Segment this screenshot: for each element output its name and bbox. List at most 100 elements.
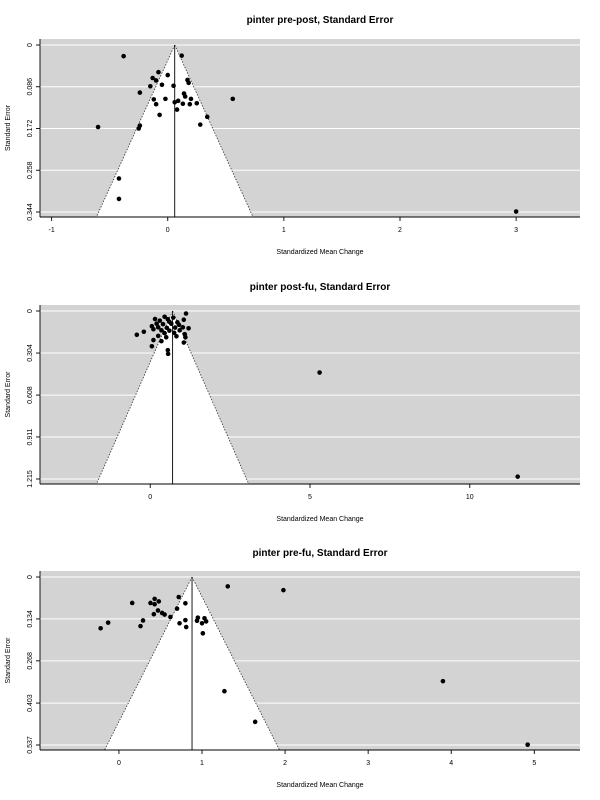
data-point: [181, 340, 187, 345]
data-point: [160, 321, 166, 327]
data-point: [177, 621, 182, 626]
x-tick-label: 3: [514, 227, 518, 234]
data-point: [165, 351, 171, 357]
y-tick-label: 0.608: [27, 386, 34, 404]
data-point: [183, 311, 189, 316]
y-tick-label: 0.537: [27, 736, 34, 754]
data-point: [151, 326, 156, 332]
funnel-left-bound: [104, 576, 193, 751]
data-point: [157, 318, 163, 323]
data-point: [162, 612, 167, 617]
data-point: [169, 321, 174, 327]
data-point: [317, 370, 322, 375]
data-point: [281, 587, 286, 593]
data-point: [116, 176, 122, 181]
data-point: [199, 621, 205, 626]
data-point: [171, 83, 176, 89]
data-point: [183, 334, 188, 340]
data-point: [172, 325, 178, 330]
data-point: [105, 620, 111, 625]
data-point: [162, 314, 167, 320]
data-point: [183, 624, 189, 630]
x-tick-label: 10: [466, 494, 474, 501]
data-point: [188, 96, 194, 102]
data-point: [181, 317, 187, 323]
data-point: [515, 474, 520, 479]
data-point: [141, 329, 147, 335]
data-point: [186, 80, 191, 86]
data-point: [163, 96, 168, 102]
data-point: [116, 196, 122, 202]
x-tick-label: 1: [200, 760, 204, 767]
data-point: [172, 99, 178, 105]
data-point: [148, 83, 153, 89]
y-axis-title: Standard Error: [5, 371, 12, 418]
data-point: [186, 325, 191, 331]
data-point: [168, 614, 173, 620]
y-tick-label: 0: [27, 309, 34, 313]
x-tick-label: 0: [148, 494, 152, 501]
y-tick-label: 0: [27, 43, 34, 47]
x-tick-label: 0: [166, 227, 170, 234]
x-tick-label: 5: [308, 494, 312, 501]
data-point: [200, 631, 206, 636]
data-point: [180, 101, 186, 107]
data-point: [121, 53, 126, 59]
data-point: [225, 584, 231, 589]
y-tick-label: 0.258: [27, 161, 34, 179]
funnel-right-bound: [191, 576, 280, 751]
data-point: [167, 328, 172, 333]
data-point: [183, 600, 188, 606]
data-point: [174, 107, 180, 112]
x-axis-title: Standardized Mean Change: [276, 516, 363, 523]
funnel-plot-1: -1 0 1 2 3 0 0.086 0.172 0.258 0.344 pinter pre-po…: [5, 15, 580, 256]
data-point: [230, 96, 236, 102]
data-point: [187, 101, 193, 107]
chart-title: pinter pre-fu, Standard Error: [252, 548, 387, 559]
data-point: [513, 209, 519, 214]
data-point: [137, 90, 143, 95]
funnel-right-bound: [174, 44, 254, 218]
chart-title: pinter post-fu, Standard Error: [250, 282, 391, 293]
data-point: [149, 343, 155, 349]
data-point: [153, 78, 159, 83]
data-point: [194, 100, 200, 106]
data-point: [162, 330, 167, 336]
data-point: [440, 678, 446, 684]
data-point: [152, 316, 158, 322]
x-axis-title: Standardized Mean Change: [276, 782, 363, 789]
data-point: [175, 98, 181, 104]
data-point: [159, 338, 164, 344]
data-point: [98, 626, 103, 631]
data-point: [129, 600, 135, 606]
y-tick-label: 1.215: [27, 470, 34, 488]
data-point: [151, 611, 157, 617]
data-point: [165, 347, 171, 353]
data-point: [182, 94, 188, 99]
data-point: [179, 53, 184, 58]
y-tick-label: 0.304: [27, 344, 34, 362]
funnel-plot-3: 0 1 2 3 4 5 0 0.134 0.268 0.403 0.537 pinter pre-fu…: [5, 548, 580, 789]
data-point: [150, 75, 155, 81]
data-point: [148, 600, 153, 606]
data-point: [95, 124, 101, 130]
data-point: [203, 619, 209, 624]
data-point: [194, 618, 200, 624]
data-point: [159, 328, 164, 333]
data-point: [140, 618, 146, 623]
data-point: [183, 617, 188, 623]
y-tick-label: 0: [27, 575, 34, 579]
x-tick-label: -1: [48, 227, 54, 234]
y-tick-label: 0.134: [27, 610, 34, 628]
x-tick-label: 0: [117, 760, 121, 767]
data-point: [138, 623, 143, 629]
data-point: [157, 112, 162, 118]
x-axis-title: Standardized Mean Change: [276, 249, 363, 256]
y-tick-label: 0.086: [27, 78, 34, 96]
data-point: [156, 599, 162, 604]
x-tick-label: 5: [532, 760, 536, 767]
chart-title: pinter pre-post, Standard Error: [247, 15, 394, 26]
funnel-plot-2: 0 5 10 0 0.304 0.608 0.911 1.215 pinter post-fu,…: [5, 282, 580, 523]
x-tick-label: 2: [398, 227, 402, 234]
